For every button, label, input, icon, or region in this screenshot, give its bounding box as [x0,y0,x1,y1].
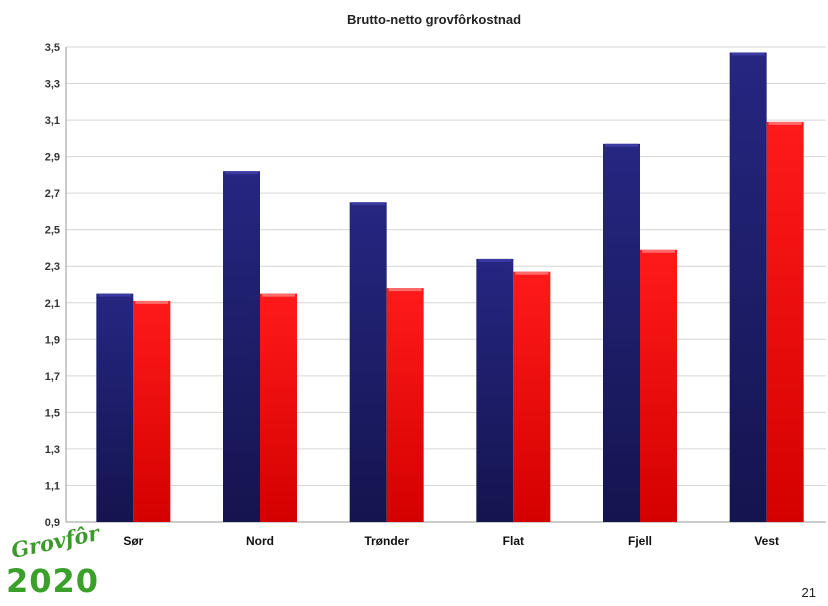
bar-top-highlight [262,293,295,297]
bar-series-2-1 [260,293,297,522]
bar-top-highlight [605,143,638,147]
bar-chart: Brutto-netto grovfôrkostnad 0,9 1,1 1,3 1,5… [45,12,826,548]
bar-series-1-3 [476,258,514,522]
gridlines [65,46,826,523]
bar-top-highlight [731,52,765,56]
y-axis-ticks: 0,9 1,1 1,3 1,5 1,7 1,9 2,1 2,3 2,5 2,7 2,9 3,1 3,3 3… [45,42,60,529]
bar-series-1-0 [96,293,134,522]
bar-top-highlight [478,258,512,262]
x-axis-ticks: Sør Nord Trønder Flat Fjell Vest [123,534,779,548]
y-tick-label: 2,5 [45,225,60,237]
bar-top-highlight [515,271,549,275]
bar-top-highlight [98,293,132,297]
y-tick-label: 3,1 [45,115,60,127]
y-tick-label: 3,3 [45,79,60,91]
grovfor-2020-logo: Grovfôr 2020 [6,520,101,602]
x-tick-label: Vest [754,534,779,548]
y-tick-label: 2,9 [45,152,60,164]
y-tick-label: 1,7 [45,371,60,383]
bar-top-highlight [768,121,802,125]
y-tick-label: 1,3 [45,444,60,456]
bar-top-highlight [135,300,169,304]
y-tick-label: 3,5 [45,42,60,54]
bar-series-2-2 [386,288,424,522]
bars [96,52,804,523]
x-tick-label: Trønder [364,534,409,548]
y-tick-label: 2,1 [45,298,60,310]
chart-title: Brutto-netto grovfôrkostnad [347,12,521,27]
bar-series-2-4 [640,249,677,523]
bar-top-highlight [225,171,258,175]
bar-series-2-0 [133,300,171,522]
bar-top-highlight [388,288,422,292]
y-tick-label: 1,9 [45,334,60,346]
bar-series-2-5 [766,121,804,523]
bar-top-highlight [351,202,385,206]
y-tick-label: 2,7 [45,188,60,200]
x-tick-label: Nord [246,534,274,548]
x-tick-label: Fjell [628,534,652,548]
page-number: 21 [801,585,816,600]
bar-series-2-3 [513,271,551,522]
y-tick-label: 1,1 [45,480,60,492]
bar-top-highlight [642,249,675,253]
bar-series-1-2 [349,202,387,523]
x-tick-label: Sør [123,534,143,548]
y-tick-label: 1,5 [45,407,60,419]
y-tick-label: 2,3 [45,261,60,273]
bar-series-1-4 [603,143,640,523]
y-tick-label: 0,9 [45,517,60,529]
logo-year: 2020 [6,562,100,600]
bar-series-1-1 [223,171,260,522]
x-tick-label: Flat [503,534,524,548]
bar-series-1-5 [729,52,767,522]
